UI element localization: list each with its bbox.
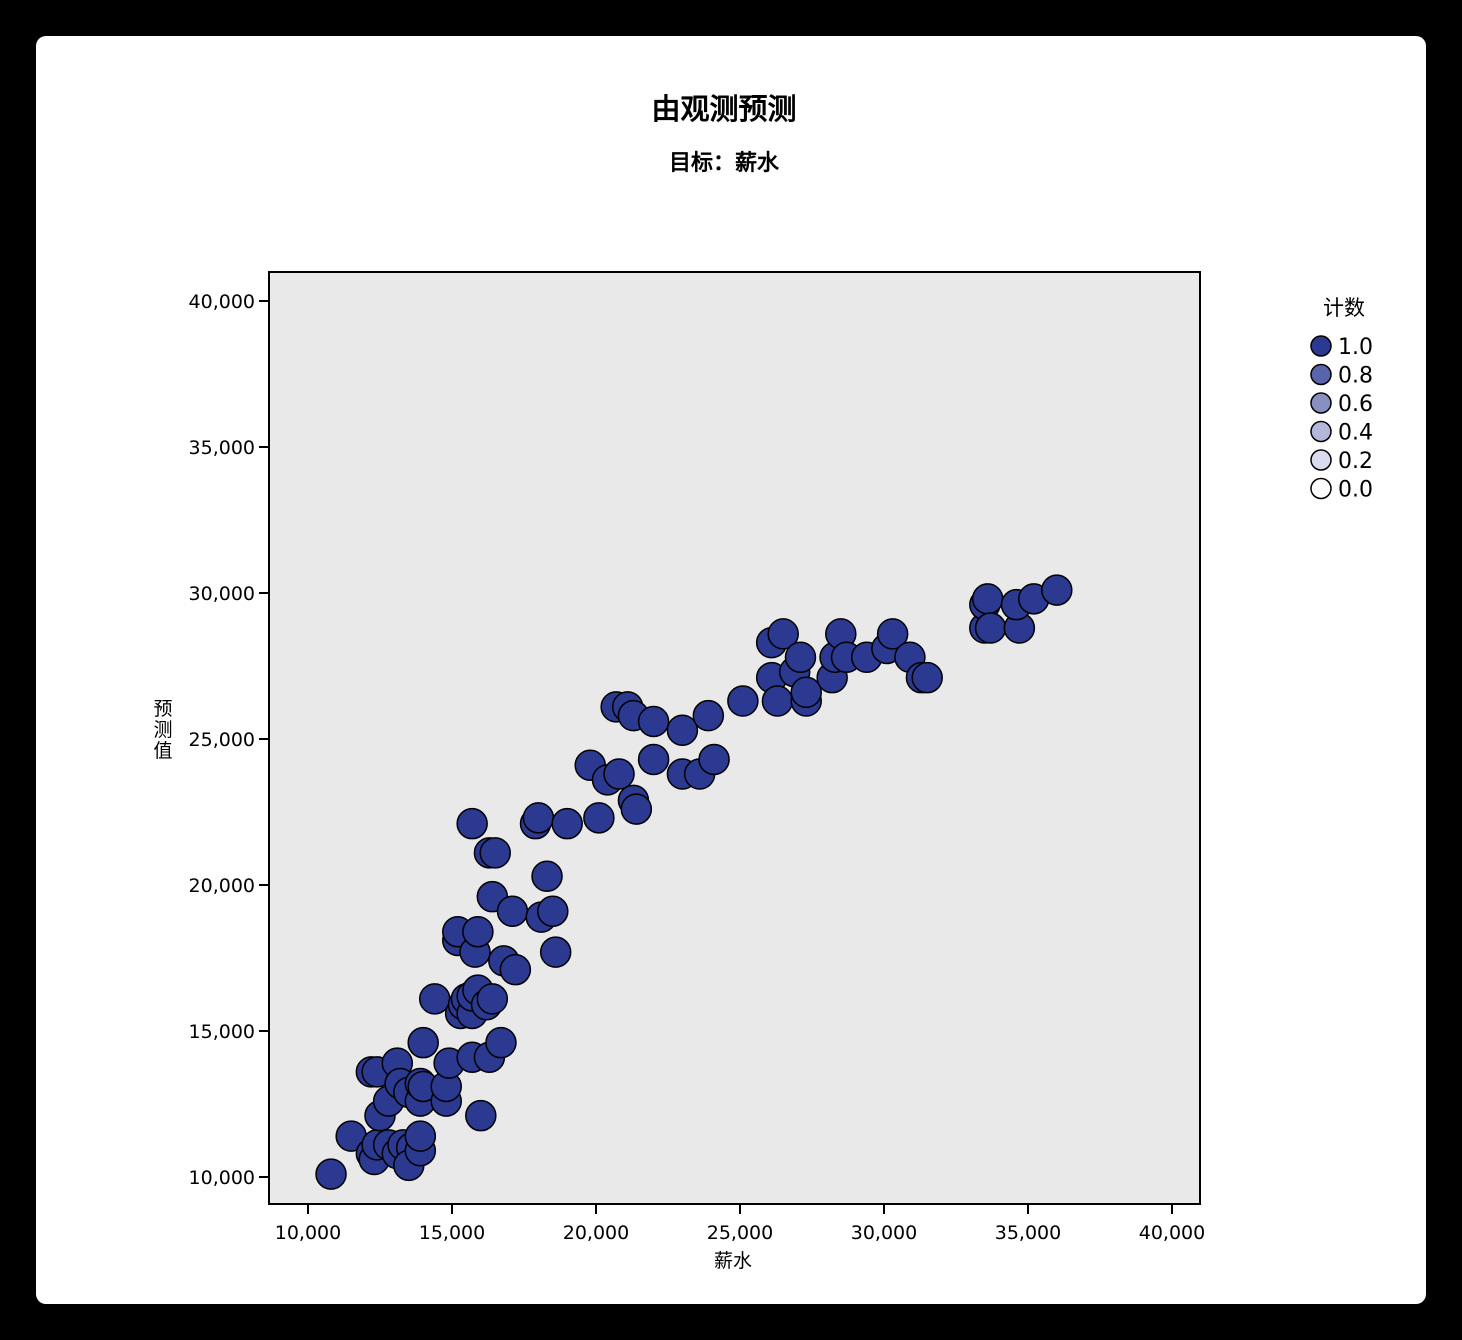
data-point <box>666 714 699 746</box>
data-point <box>761 685 794 717</box>
y-tick-label: 35,000 <box>189 437 255 459</box>
y-tick-label: 30,000 <box>189 583 255 605</box>
x-axis-title: 薪水 <box>714 1250 752 1272</box>
data-point <box>315 1158 347 1190</box>
chart-subtitle: 目标：薪水 <box>669 150 780 176</box>
chart-panel: 由观测预测 目标：薪水 10,000 15,000 20,000 25,000 30,0… <box>36 36 1426 1304</box>
data-point <box>974 612 1007 644</box>
y-axis: 10,000 15,000 20,000 25,000 30,000 35,000 40,0… <box>189 291 269 1189</box>
data-point <box>911 661 943 694</box>
x-tick-label: 40,000 <box>1139 1222 1205 1244</box>
data-point <box>531 860 563 892</box>
x-tick-label: 15,000 <box>419 1222 485 1244</box>
y-tick-label: 25,000 <box>189 729 255 751</box>
data-point <box>767 618 799 650</box>
data-point <box>637 705 670 738</box>
data-point <box>551 807 583 840</box>
legend-swatch <box>1310 477 1332 500</box>
data-point <box>485 1026 517 1059</box>
data-point <box>727 685 759 717</box>
legend-label: 0.0 <box>1338 478 1373 503</box>
x-axis: 10,000 15,000 20,000 25,000 30,000 35,000 40,0… <box>275 1204 1205 1244</box>
legend-label: 0.4 <box>1338 421 1373 446</box>
data-point <box>479 837 511 869</box>
data-point <box>784 641 817 673</box>
data-point <box>418 983 451 1015</box>
y-tick-label: 20,000 <box>189 875 255 897</box>
y-tick-label: 40,000 <box>189 291 255 313</box>
data-point <box>476 983 509 1015</box>
data-point <box>462 915 494 948</box>
data-point <box>620 793 653 825</box>
x-tick-label: 35,000 <box>995 1222 1061 1244</box>
data-point <box>404 1120 437 1152</box>
data-point <box>637 743 670 776</box>
legend-label: 1.0 <box>1338 335 1373 360</box>
legend-label: 0.2 <box>1338 449 1373 474</box>
legend-swatch <box>1310 363 1332 386</box>
data-point <box>465 1099 497 1132</box>
data-point <box>456 807 488 840</box>
legend-swatch <box>1310 420 1332 443</box>
legend-swatch <box>1310 449 1332 471</box>
data-point <box>698 743 730 776</box>
data-point <box>499 953 532 986</box>
data-point <box>496 895 529 928</box>
chart-title: 由观测预测 <box>651 92 796 126</box>
y-axis-title: 预测值 <box>153 698 172 762</box>
x-tick-label: 20,000 <box>563 1222 629 1244</box>
data-point <box>537 895 569 928</box>
data-point <box>603 758 635 790</box>
x-tick-label: 25,000 <box>707 1222 773 1244</box>
data-point <box>522 802 555 834</box>
data-point <box>583 802 615 834</box>
data-points <box>315 574 1073 1190</box>
y-tick-label: 15,000 <box>189 1021 255 1043</box>
data-point <box>790 676 822 709</box>
legend-swatch <box>1310 392 1332 414</box>
legend-swatch <box>1310 335 1332 357</box>
data-point <box>971 583 1004 615</box>
data-point <box>1041 574 1073 606</box>
legend: 1.0 0.8 0.6 0.4 0.2 0.0 <box>1310 335 1373 503</box>
x-tick-label: 30,000 <box>851 1222 917 1244</box>
legend-label: 0.6 <box>1338 392 1373 417</box>
data-point <box>876 618 909 650</box>
data-point <box>407 1026 439 1059</box>
chart-svg: 由观测预测 目标：薪水 10,000 15,000 20,000 25,000 30,0… <box>153 92 1373 1272</box>
legend-label: 0.8 <box>1338 364 1373 389</box>
x-tick-label: 10,000 <box>275 1222 341 1244</box>
data-point <box>539 936 572 968</box>
legend-title: 计数 <box>1323 296 1365 320</box>
data-point <box>692 699 725 732</box>
y-tick-label: 10,000 <box>189 1167 255 1189</box>
